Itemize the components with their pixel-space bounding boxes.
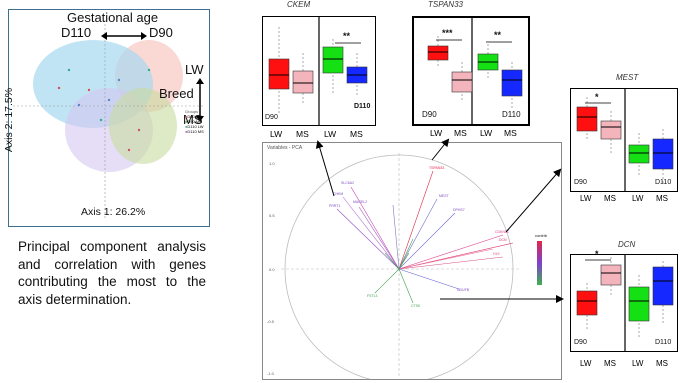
dcn-d90-label: D90 [574, 339, 587, 346]
box-d90-lw [427, 45, 449, 61]
mest-boxplot: * D90 D110 [570, 88, 678, 192]
svg-text:TSPAN33: TSPAN33 [429, 166, 444, 170]
ms-label: MS [183, 112, 203, 127]
xlabel: LW [480, 128, 493, 138]
dcn-boxplot: * D90 D110 [570, 249, 678, 352]
box-d110-lw [628, 286, 650, 322]
svg-text:NDUFB: NDUFB [457, 288, 470, 292]
axis1-label: Axis 1: 26.2% [81, 206, 146, 218]
ckem-title: CKEM [287, 0, 311, 9]
svg-text:H19: H19 [493, 252, 499, 256]
xlabel: LW [632, 359, 644, 368]
contrib-legend-title: contrib [535, 233, 548, 238]
xlabel: MS [656, 194, 668, 203]
svg-text:DCN: DCN [499, 238, 507, 242]
legend-title: Groups [185, 109, 199, 114]
svg-text:CHKM: CHKM [333, 192, 343, 196]
legend-item: ●D110 MS [185, 129, 204, 134]
box-d110-ms [652, 138, 674, 170]
tspan33-significance-d110: ** [494, 30, 502, 40]
svg-text:0.0: 0.0 [269, 267, 275, 272]
svg-text:-1.0: -1.0 [267, 371, 275, 376]
dcn-significance: * [595, 249, 599, 259]
ckem-d90-label: D90 [265, 114, 278, 121]
dcn-d110-label: D110 [655, 339, 672, 346]
svg-text:FSTL3: FSTL3 [367, 294, 378, 298]
breed-label: Breed [159, 86, 194, 101]
svg-text:PRRT1: PRRT1 [329, 204, 340, 208]
d90-label: D90 [149, 25, 173, 40]
sample-pca-plot [13, 20, 205, 220]
box-d90-lw [268, 58, 290, 90]
tspan33-boxplot: *** ** D90 D110 [412, 16, 530, 126]
xlabel: LW [632, 194, 644, 203]
xlabel: MS [296, 129, 309, 139]
xlabel: LW [580, 359, 592, 368]
variables-pca-title: Variables - PCA [267, 145, 303, 151]
xlabel: LW [324, 129, 337, 139]
d110-label: D110 [61, 25, 92, 40]
ellipse-d110-lw [109, 88, 177, 164]
gestational-age-label: Gestational age [67, 10, 159, 25]
svg-text:0.5: 0.5 [269, 213, 275, 218]
xlabel: MS [604, 359, 616, 368]
ckem-d110-label: D110 [354, 103, 371, 110]
contrib-gradient [537, 241, 542, 285]
svg-text:CTSK: CTSK [411, 304, 421, 308]
mest-d90-label: D90 [574, 179, 587, 186]
tspan33-d110-label: D110 [502, 110, 521, 119]
mest-title: MEST [616, 73, 639, 82]
lw-label: LW [185, 62, 204, 77]
box-d110-lw [628, 144, 650, 164]
svg-text:1.0: 1.0 [269, 161, 275, 166]
double-arrow-horizontal-icon [101, 32, 147, 40]
axis2-label: Axis 2: 17.5% [3, 87, 16, 153]
xlabel: LW [430, 128, 443, 138]
mest-significance: * [595, 92, 599, 102]
legend-item: ●D90 LW [185, 114, 202, 119]
double-arrow-vertical-icon [196, 78, 204, 122]
box-d90-ms [600, 120, 622, 140]
mest-d110-label: D110 [655, 179, 672, 186]
box-d110-ms [652, 266, 674, 306]
box-d90-ms [292, 70, 314, 94]
xlabel: MS [350, 129, 363, 139]
ckem-boxplot: ** D90 D110 [262, 16, 376, 126]
tspan33-significance-d90: *** [442, 28, 453, 38]
variables-pca-panel: Variables - PCA SLC6A2 CHKM PRRT1 [262, 142, 562, 380]
xlabel: MS [604, 194, 616, 203]
caption-text: Principal component analysis and correla… [18, 239, 206, 307]
xlabel: MS [504, 128, 517, 138]
xlabel: LW [580, 194, 592, 203]
svg-text:-0.5: -0.5 [267, 319, 275, 324]
ckem-significance: ** [343, 31, 351, 41]
svg-text:MEST: MEST [439, 194, 450, 198]
xlabel: MS [454, 128, 467, 138]
legend-item: ●D110 LW [185, 124, 204, 129]
svg-text:CDKN1C: CDKN1C [495, 230, 510, 234]
box-d90-lw [576, 290, 598, 316]
svg-text:SLC6A2: SLC6A2 [341, 181, 354, 185]
dcn-title: DCN [618, 240, 636, 249]
xlabel: MS [656, 359, 668, 368]
xlabel: LW [270, 129, 283, 139]
tspan33-title: TSPAN33 [428, 0, 463, 9]
box-d90-ms [451, 71, 473, 93]
box-d110-lw [322, 46, 344, 74]
svg-text:DPHS7: DPHS7 [453, 208, 465, 212]
group-legend: Groups ●D90 LW ●D90 MS ●D110 LW ●D110 MS [185, 109, 204, 134]
legend-item: ●D90 MS [185, 119, 202, 124]
box-d110-ms [501, 69, 523, 97]
svg-text:MAGEL2: MAGEL2 [353, 200, 367, 204]
sample-pca-panel: Gestational age D110 D90 LW Breed MS Axi… [3, 9, 210, 227]
box-d90-ms [600, 264, 622, 286]
tspan33-d90-label: D90 [422, 110, 437, 119]
box-d90-lw [576, 106, 598, 132]
